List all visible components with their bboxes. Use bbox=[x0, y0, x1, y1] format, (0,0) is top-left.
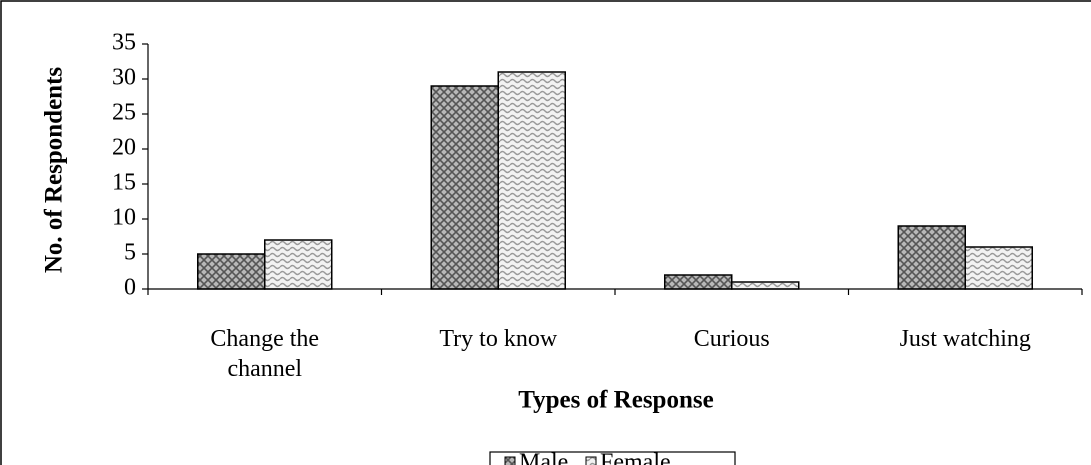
bar bbox=[731, 281, 800, 290]
x-tick-label: Just watching bbox=[899, 326, 1031, 352]
legend bbox=[489, 451, 736, 465]
y-tick-label: 5 bbox=[124, 240, 136, 266]
bar bbox=[497, 71, 566, 290]
x-tick-label: Curious bbox=[693, 326, 770, 352]
bar bbox=[197, 253, 266, 290]
y-tick-label: 15 bbox=[112, 170, 136, 196]
y-tick-label: 0 bbox=[124, 275, 136, 301]
y-tick-label: 35 bbox=[112, 30, 136, 56]
bar bbox=[897, 225, 966, 290]
bar bbox=[664, 274, 733, 290]
y-tick-label: 10 bbox=[112, 205, 136, 231]
bar bbox=[964, 246, 1033, 290]
bar bbox=[264, 239, 333, 290]
legend-swatch bbox=[585, 456, 597, 465]
y-tick-label: 30 bbox=[112, 65, 136, 91]
bar bbox=[430, 85, 499, 290]
x-tick-label: Change the channel bbox=[210, 326, 320, 382]
x-tick-label: Try to know bbox=[439, 326, 558, 352]
legend-label: Female bbox=[600, 450, 671, 465]
y-axis-title: No. of Respondents bbox=[41, 67, 68, 274]
y-tick-label: 20 bbox=[112, 135, 136, 161]
legend-swatch bbox=[504, 456, 516, 465]
y-tick-label: 25 bbox=[112, 100, 136, 126]
x-axis-title: Types of Response bbox=[518, 387, 713, 414]
legend-label: Male bbox=[519, 450, 568, 465]
